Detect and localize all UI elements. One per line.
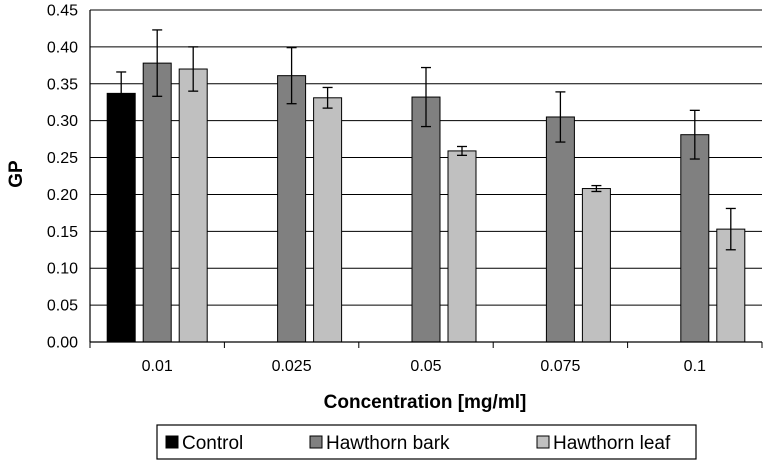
error-bar xyxy=(188,46,199,92)
y-tick-label: 0.10 xyxy=(47,261,78,278)
error-bar xyxy=(725,207,736,251)
error-bar xyxy=(689,109,700,160)
x-tick-label: 0.075 xyxy=(540,358,580,375)
y-tick-label: 0.30 xyxy=(47,113,78,130)
legend-swatch xyxy=(309,435,323,449)
bar-hawthorn-leaf xyxy=(581,188,611,343)
error-bar xyxy=(591,184,602,193)
x-tick-labels: 0.01 0.025 0.05 0.075 0.1 xyxy=(142,358,706,375)
bar-hawthorn-leaf xyxy=(313,97,343,343)
error-bar xyxy=(286,46,297,105)
error-bars xyxy=(116,29,736,251)
x-tick-label: 0.01 xyxy=(142,358,173,375)
legend-label: Control xyxy=(182,433,243,454)
legend-item: Control xyxy=(165,433,243,454)
bar-hawthorn-leaf xyxy=(447,150,477,343)
legend-swatch xyxy=(536,435,550,449)
legend-box xyxy=(156,424,697,460)
y-tick-label: 0.00 xyxy=(47,335,78,352)
y-tick-labels: 0.00 0.05 0.10 0.15 0.20 0.25 0.30 0.35 0.40 0.45 xyxy=(47,3,78,352)
error-bar xyxy=(322,86,333,109)
legend-item: Hawthorn bark xyxy=(309,433,450,454)
bar-hawthorn-bark xyxy=(277,75,307,343)
legend: Control Hawthorn bark Hawthorn leaf xyxy=(156,424,697,460)
y-tick-label: 0.05 xyxy=(47,298,78,315)
legend-swatch xyxy=(165,435,179,449)
x-tick-label: 0.025 xyxy=(272,358,312,375)
error-bar xyxy=(457,145,467,156)
axes xyxy=(89,10,763,348)
bars xyxy=(106,62,746,343)
bar-hawthorn-bark xyxy=(680,134,710,343)
legend-label: Hawthorn leaf xyxy=(553,433,671,454)
y-tick-label: 0.35 xyxy=(47,76,78,93)
y-tick-label: 0.15 xyxy=(47,224,78,241)
bar-hawthorn-bark xyxy=(142,62,172,343)
bar-hawthorn-bark xyxy=(411,96,441,343)
y-tick-label: 0.45 xyxy=(47,3,78,20)
x-tick-label: 0.1 xyxy=(684,358,706,375)
bar-hawthorn-bark xyxy=(545,116,575,343)
error-bar xyxy=(116,71,127,116)
x-axis-title: Concentration [mg/ml] xyxy=(324,392,527,413)
x-tick-label: 0.05 xyxy=(410,358,441,375)
error-bar xyxy=(555,91,566,143)
y-axis-title: GP xyxy=(6,160,27,188)
legend-item: Hawthorn leaf xyxy=(536,433,671,454)
y-tick-label: 0.25 xyxy=(47,150,78,167)
y-tick-label: 0.20 xyxy=(47,187,78,204)
bar-control xyxy=(106,92,136,343)
bar-hawthorn-leaf xyxy=(178,68,208,343)
error-bar xyxy=(421,66,431,128)
legend-label: Hawthorn bark xyxy=(326,433,450,454)
y-tick-label: 0.40 xyxy=(47,39,78,56)
error-bar xyxy=(152,29,163,97)
